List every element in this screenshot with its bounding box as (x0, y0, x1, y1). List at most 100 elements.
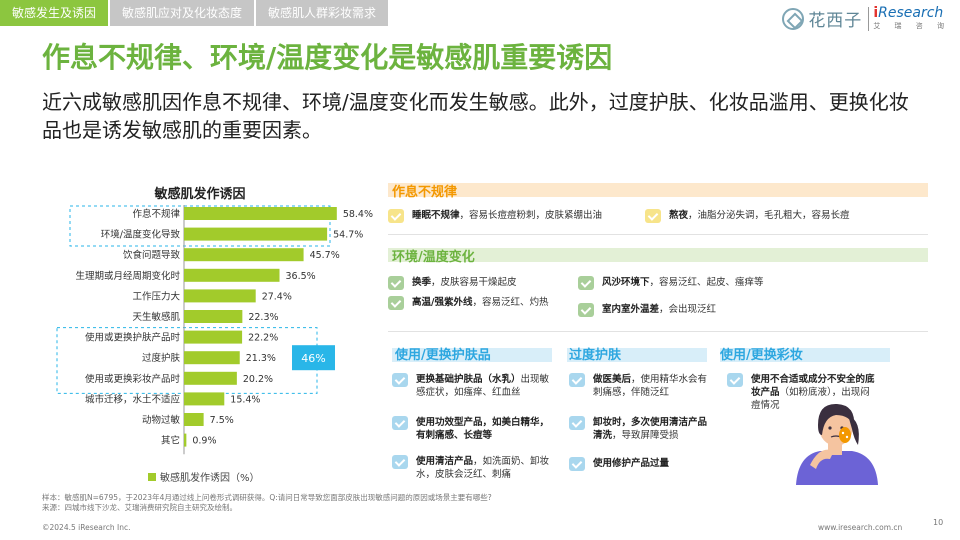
value-label: 58.4% (343, 209, 373, 220)
section-title-irregular-schedule: 作息不规律 (392, 185, 458, 200)
check-icon (569, 416, 585, 430)
list-item: 卸妆时，多次使用清洁产品清洗，导致屏障受损 (569, 416, 714, 442)
iresearch-logo: iResearch 艾 瑞 咨 询 (873, 6, 950, 31)
check-icon (645, 209, 661, 223)
iresearch-logo-i: i (873, 5, 879, 21)
category-label: 使用或更换护肤产品时 (85, 332, 181, 344)
value-label: 0.9% (192, 436, 216, 447)
check-icon (392, 373, 408, 387)
check-icon (388, 209, 404, 223)
tab-makeup-needs[interactable]: 敏感肌人群彩妆需求 (256, 0, 389, 26)
footnote-sample: 样本：敏感肌N=6795，于2023年4月通过线上问卷形式调研获得。Q:请问日常… (42, 493, 492, 502)
list-item: 做医美后，使用精华水会有刺痛感，伴随泛红 (569, 373, 714, 399)
tab-sensitivity-causes[interactable]: 敏感发生及诱因 (0, 0, 109, 26)
check-icon (388, 296, 404, 310)
bar (184, 289, 256, 303)
page-title: 作息不规律、环境/温度变化是敏感肌重要诱因 (42, 41, 613, 74)
section-band-makeup (720, 348, 890, 362)
website-link[interactable]: www.iresearch.com.cn (818, 523, 903, 532)
bar (184, 413, 204, 426)
category-label: 工作压力大 (132, 290, 180, 302)
check-icon (569, 457, 585, 471)
huaxizi-logo-text: 花西子 (808, 11, 863, 31)
list-item: 高温/强紫外线，容易泛红、灼热 (388, 296, 558, 310)
bar (184, 433, 187, 447)
legend-swatch (148, 472, 156, 481)
bar (184, 268, 280, 282)
list-item: 室内室外温差，会出现泛红 (578, 303, 838, 317)
check-icon (388, 276, 404, 290)
bar (184, 207, 337, 220)
chart-title: 敏感肌发作诱因 (154, 187, 246, 202)
section-title-environment: 环境/温度变化 (392, 250, 475, 265)
check-icon (392, 455, 408, 469)
value-label: 22.3% (248, 312, 278, 323)
bar (184, 351, 240, 365)
category-label: 其它 (161, 435, 180, 447)
list-item: 使用修护产品过量 (569, 457, 714, 471)
iresearch-logo-subtext: 艾 瑞 咨 询 (873, 22, 950, 30)
bar (184, 392, 225, 406)
section-tabs: 敏感发生及诱因 敏感肌应对及化妆态度 敏感肌人群彩妆需求 (0, 0, 390, 26)
check-icon (578, 276, 594, 290)
page-number: 10 (933, 518, 944, 527)
section-band-skincare (392, 348, 552, 362)
category-label: 城市迁移，水土不适应 (85, 393, 181, 405)
category-label: 动物过敏 (142, 414, 181, 426)
iresearch-logo-text: Research (878, 5, 944, 21)
highlight-box-products (56, 327, 318, 394)
brand-logo: 花西子 iResearch 艾 瑞 咨 询 (782, 6, 950, 31)
section-band-environment (388, 248, 928, 262)
category-label: 饮食问题导致 (123, 249, 181, 261)
value-label: 20.2% (243, 374, 273, 385)
worried-woman-illustration (796, 403, 878, 485)
footnote-source: 来源：四城市线下沙龙、艾瑞消费研究院自主研究及绘制。 (42, 503, 237, 512)
list-item: 使用不合适或成分不安全的底妆产品（如粉底液），出现闷痘情况 (727, 373, 877, 412)
value-label: 27.4% (262, 291, 292, 302)
value-label: 54.7% (333, 230, 363, 241)
check-icon (392, 416, 408, 430)
bar (184, 248, 304, 262)
category-label: 过度护肤 (142, 352, 181, 364)
page-subtitle: 近六成敏感肌因作息不规律、环境/温度变化而发生敏感。此外，过度护肤、化妆品滥用、… (42, 90, 909, 142)
footnote: 样本：敏感肌N=6795，于2023年4月通过线上问卷形式调研获得。Q:请问日常… (42, 493, 492, 513)
bar (184, 227, 328, 241)
value-label: 36.5% (286, 271, 316, 282)
value-label: 45.7% (310, 250, 340, 261)
value-label: 15.4% (230, 394, 260, 405)
callout-value: 46% (301, 352, 325, 365)
bar (184, 371, 237, 385)
list-item: 熬夜，油脂分泌失调，毛孔粗大，容易长痘 (645, 209, 935, 223)
list-item: 换季，皮肤容易干燥起皮 (388, 276, 578, 290)
copyright: ©2024.5 iResearch Inc. (42, 523, 131, 532)
flower-logo-icon (782, 7, 805, 30)
section-title-makeup-change: 使用/更换彩妆 (720, 348, 803, 363)
list-item: 使用功效型产品，如美白精华，有刺痛感、长痘等 (392, 416, 557, 442)
legend-label: 敏感肌发作诱因（%） (160, 473, 260, 484)
list-item: 使用清洁产品，如洗面奶、卸妆水，皮肤会泛红、刺痛 (392, 455, 557, 481)
section-band-overcare (567, 348, 707, 362)
check-icon (727, 373, 743, 387)
section-band-sleep (388, 183, 928, 197)
category-label: 环境/温度变化导致 (101, 229, 181, 241)
chart-legend: 敏感肌发作诱因（%） (148, 469, 260, 484)
logo-divider (868, 6, 870, 31)
category-label: 使用或更换彩妆产品时 (85, 373, 181, 385)
value-label: 21.3% (246, 353, 276, 364)
category-label: 生理期或月经周期变化时 (75, 270, 180, 282)
divider (388, 234, 928, 235)
tab-coping-attitude[interactable]: 敏感肌应对及化妆态度 (110, 0, 255, 26)
list-item: 更换基础护肤品（水乳）出现敏感症状，如瘙痒、红血丝 (392, 373, 557, 399)
category-label: 作息不规律 (132, 208, 180, 220)
check-icon (569, 373, 585, 387)
bar (184, 330, 243, 344)
value-label: 7.5% (210, 415, 234, 426)
section-title-skincare-change: 使用/更换护肤品 (395, 348, 491, 363)
check-icon (578, 303, 594, 317)
list-item: 睡眠不规律，容易长痘痘粉刺，皮肤紧绷出油 (388, 209, 638, 223)
category-label: 天生敏感肌 (132, 311, 180, 323)
sensitivity-trigger-bar-chart: 作息不规律 58.4% 环境/温度变化导致 54.7% 饮食问题导致 45.7% 生理期或月… (56, 205, 373, 455)
value-label: 22.2% (248, 333, 278, 344)
section-title-over-care: 过度护肤 (569, 348, 622, 363)
list-item: 风沙环境下，容易泛红、起皮、瘙痒等 (578, 276, 838, 290)
